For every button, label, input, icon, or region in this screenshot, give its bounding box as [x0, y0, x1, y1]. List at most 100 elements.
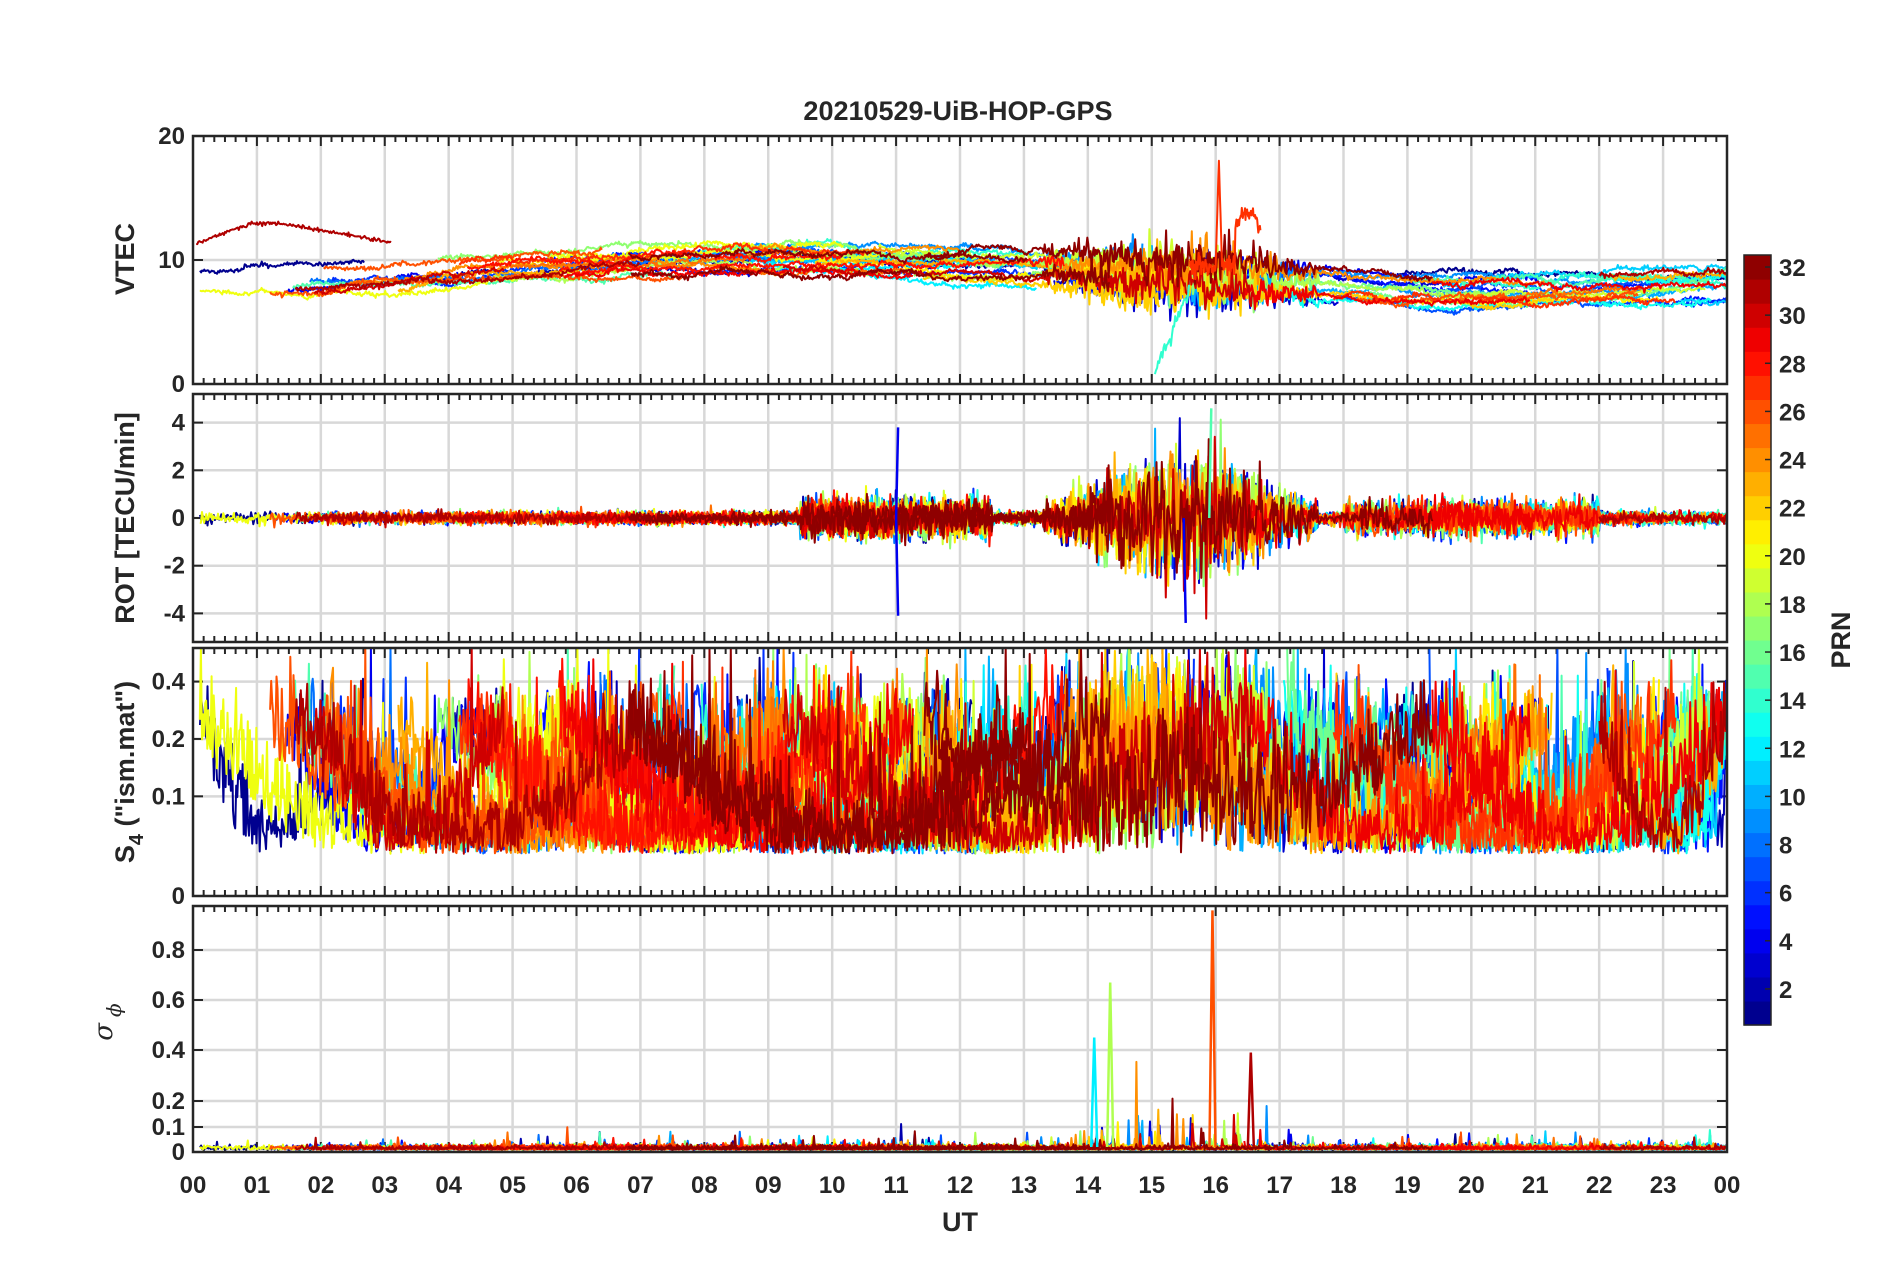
colorbar-segment [1744, 327, 1771, 352]
x-tick-label: 12 [947, 1172, 974, 1199]
y-tick-label: 0 [172, 1139, 185, 1166]
y-tick-label: -4 [164, 600, 186, 627]
y-tick-label: 0.4 [152, 1037, 186, 1064]
colorbar-tick-label: 10 [1779, 784, 1806, 811]
x-axis-ticks: 00 01 02 03 04 05 06 07 08 09 10 11 12 13 14 15 16 17 18 19… [180, 1172, 1741, 1199]
panel-frame [191, 392, 1729, 644]
colorbar-segment [1744, 856, 1771, 882]
colorbar-tick-label: 26 [1779, 399, 1806, 426]
colorbar-segment [1744, 1000, 1771, 1026]
vtec-line-prn23 [1609, 270, 1727, 283]
sigma-phi-line-prn32 [923, 1097, 1434, 1151]
colorbar-segment [1744, 712, 1771, 737]
s4-line-prn29 [1431, 669, 1727, 854]
x-tick-label: 11 [883, 1172, 908, 1199]
rot-spike-mark [1208, 408, 1213, 519]
vtec-line-prn29 [1243, 278, 1531, 311]
vtec-line-prn20 [546, 240, 844, 261]
x-tick-label: 15 [1138, 1172, 1165, 1199]
colorbar-tick-label: 18 [1779, 592, 1806, 619]
series-group [199, 408, 1727, 623]
x-tick-label: 10 [819, 1172, 846, 1199]
x-tick-label: 21 [1522, 1172, 1549, 1199]
vtec-line-prn32 [923, 228, 1434, 288]
x-tick-label: 04 [435, 1172, 462, 1199]
y-tick-label: 0.8 [152, 937, 185, 964]
colorbar-tick-label: 30 [1779, 303, 1806, 330]
sigma-phi-ylabel-main: σ [89, 1022, 119, 1041]
colorbar-tick-label: 2 [1779, 977, 1792, 1004]
colorbar-segment [1744, 808, 1771, 834]
rot-spike-mark [1182, 517, 1187, 623]
vtec-line-prn28 [558, 255, 1065, 277]
colorbar-segment [1744, 615, 1771, 641]
y-tick-label: 10 [158, 247, 185, 274]
colorbar-segment [1744, 471, 1771, 497]
y-tick-label: 0.6 [152, 987, 185, 1014]
x-tick-label: 06 [563, 1172, 590, 1199]
rot-spike-mark [894, 517, 900, 616]
y-tick-label: 0.4 [152, 669, 186, 696]
s4-line-prn30 [782, 648, 1255, 854]
x-tick-label: 00 [1714, 1172, 1741, 1199]
colorbar-tick-label: 24 [1779, 448, 1806, 475]
s4-ylabel: S4 ("ism.mat") [110, 681, 148, 863]
rot-ylabel: ROT [TECU/min] [110, 412, 140, 623]
x-tick-label: 23 [1650, 1172, 1677, 1199]
vtec-panel: 0 10 20 [158, 123, 1729, 398]
sigma-phi-panel: 00.10.2 0.4 0.6 0.8 [152, 904, 1729, 1166]
rot-line-prn32 [630, 481, 1111, 553]
x-axis-label: UT [942, 1207, 978, 1237]
x-tick-label: 13 [1011, 1172, 1038, 1199]
rot-line-prn31 [1598, 509, 1727, 526]
x-tick-label: 08 [691, 1172, 718, 1199]
sigma-phi-spike-mark [1089, 1037, 1099, 1148]
panel-frame [191, 904, 1729, 1154]
vtec-line-prn26 [1356, 290, 1639, 309]
sigma-phi-line-prn31 [294, 1136, 641, 1151]
rot-spike-mark [894, 427, 900, 519]
vtec-spike-line [1189, 159, 1262, 281]
colorbar-segment [1744, 423, 1771, 449]
series-group [198, 648, 1727, 855]
x-tick-label: 18 [1330, 1172, 1357, 1199]
colorbar-tick-label: 14 [1779, 688, 1806, 715]
colorbar-tick-label: 12 [1779, 736, 1806, 763]
y-tick-label: 0.2 [152, 1088, 185, 1115]
colorbar-tick-label: 4 [1779, 929, 1793, 956]
colorbar-label: PRN [1826, 611, 1856, 668]
series-group [199, 910, 1727, 1151]
sigma-phi-ylabel: σϕ [89, 1003, 126, 1041]
s4-ylabel-rest: ("ism.mat") [110, 681, 140, 834]
colorbar-segment [1744, 375, 1771, 400]
s4-ylabel-sub: 4 [126, 833, 148, 845]
colorbar-frame [1743, 254, 1772, 1026]
x-tick-label: 22 [1586, 1172, 1613, 1199]
colorbar-tick-label: 28 [1779, 351, 1806, 378]
colorbar-segment [1744, 760, 1771, 785]
y-tick-label: 0 [172, 883, 185, 910]
colorbar-tick-label: 22 [1779, 496, 1806, 523]
series-group [196, 159, 1727, 375]
s4-panel: 0 0.1 0.2 0.4 [152, 646, 1729, 910]
colorbar-segment [1744, 519, 1771, 545]
x-tick-label: 17 [1266, 1172, 1293, 1199]
colorbar-segment [1744, 279, 1771, 304]
colorbar-segment [1744, 952, 1771, 978]
colorbar-tick-label: 20 [1779, 544, 1806, 571]
x-tick-label: 05 [499, 1172, 526, 1199]
x-tick-label: 19 [1394, 1172, 1421, 1199]
x-tick-label: 01 [244, 1172, 271, 1199]
vtec-line-prn31 [1598, 266, 1727, 280]
vtec-line-prn32 [627, 248, 1028, 265]
colorbar-tick-label: 6 [1779, 881, 1792, 908]
y-tick-label: 0 [172, 371, 185, 398]
rot-line-prn31 [294, 508, 640, 526]
vtec-line-prn26 [322, 246, 603, 272]
vtec-line-prn32 [630, 254, 1111, 292]
y-tick-label: 0.1 [152, 1114, 185, 1141]
s4-line-prn31 [294, 682, 641, 855]
x-tick-label: 07 [627, 1172, 654, 1199]
